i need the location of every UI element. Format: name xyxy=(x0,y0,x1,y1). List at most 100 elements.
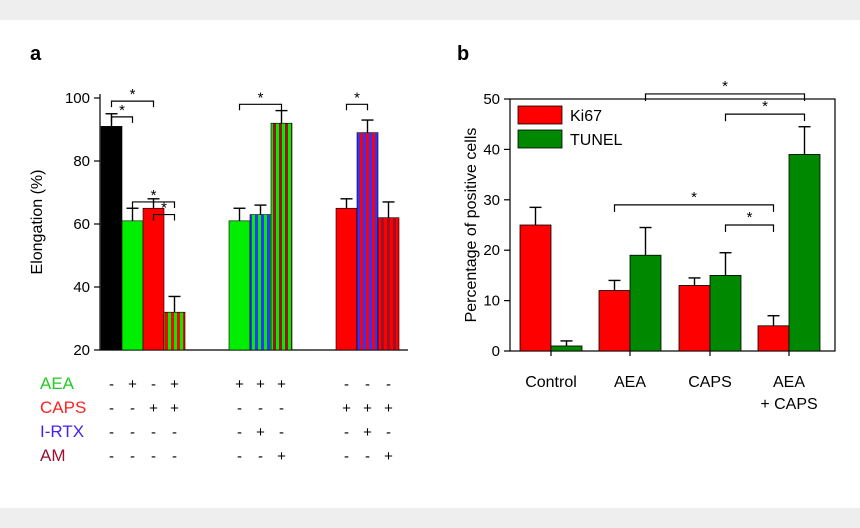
panel-a-sig-star-2: * xyxy=(151,187,157,204)
panel-a-bar-2-1 xyxy=(356,132,379,351)
panel-a-sign-3-7: - xyxy=(344,448,349,465)
panel-a-sig-bracket-4 xyxy=(238,103,283,111)
panel-a-treatment-label-3: AM xyxy=(40,446,66,465)
panel-b-sig-star-0: * xyxy=(691,189,697,206)
panel-a-sign-0-3: + xyxy=(170,376,179,393)
panel-a-ylabel: Elongation (%) xyxy=(29,170,46,275)
panel-a-sign-0-8: - xyxy=(365,376,370,393)
panel-b-ytick-label-5: 50 xyxy=(483,91,500,108)
panel-a-sign-1-2: + xyxy=(149,400,158,417)
panel-b-sig-bracket-3 xyxy=(724,113,806,122)
panel-b-category-label-0: Control xyxy=(525,374,577,391)
panel-a-sign-2-0: - xyxy=(109,424,114,441)
panel-a-treatment-label-0: AEA xyxy=(40,374,75,393)
panel-a-sign-2-8: + xyxy=(363,424,372,441)
panel-a-sign-3-9: + xyxy=(384,448,393,465)
panel-a-sig-bracket-5 xyxy=(345,103,369,111)
panel-a-sig-star-4: * xyxy=(258,89,264,106)
panel-a-sign-2-3: - xyxy=(172,424,177,441)
panel-a-sign-1-0: - xyxy=(109,400,114,417)
panel-a-sign-3-8: - xyxy=(365,448,370,465)
panel-a-sign-0-5: + xyxy=(256,376,265,393)
panel-b-label: b xyxy=(457,43,469,65)
panel-a-bar-2-0 xyxy=(335,207,358,351)
panel-b-sig-star-2: * xyxy=(722,78,728,95)
panel-a-sign-3-4: - xyxy=(237,448,242,465)
panel-a-sign-0-0: - xyxy=(109,376,114,393)
panel-a-sig-bracket-3 xyxy=(152,213,176,221)
panel-a-sig-star-1: * xyxy=(119,102,125,119)
panel-a-sign-1-1: - xyxy=(130,400,135,417)
panel-a-sign-2-4: - xyxy=(237,424,242,441)
panel-b-bar-tunel-0 xyxy=(550,345,583,352)
panel-a-bar-0-0 xyxy=(100,126,123,351)
panel-b-sig-star-1: * xyxy=(747,209,753,226)
panel-b-ytick-label-3: 30 xyxy=(483,192,500,209)
panel-a-ytick-label-1: 40 xyxy=(73,279,90,296)
panel-a-bar-0-1 xyxy=(121,220,144,351)
panel-a-sign-2-1: - xyxy=(130,424,135,441)
panel-a-sign-0-2: - xyxy=(151,376,156,393)
panel-a-sign-1-8: + xyxy=(363,400,372,417)
panel-b-plot: 0 10 20 30 40 50 Control AEA CAPS AEA + CAPS Ki67 TU… xyxy=(483,78,836,413)
panel-a-sign-0-4: + xyxy=(235,376,244,393)
bottom-band xyxy=(0,508,860,528)
panel-a-sign-3-0: - xyxy=(109,448,114,465)
panel-a-sig-bracket-2 xyxy=(131,201,176,208)
panel-b-bar-tunel-3 xyxy=(788,154,821,352)
panel-b-frame xyxy=(509,98,836,352)
panel-b-bar-ki67-2 xyxy=(678,285,711,352)
panel-a-sign-2-6: - xyxy=(279,424,284,441)
panel-b-sig-star-3: * xyxy=(762,98,768,115)
panel-a-bar-1-2 xyxy=(270,122,293,351)
panel-a-sign-3-3: - xyxy=(172,448,177,465)
panel-a-treatment-label-1: CAPS xyxy=(40,398,86,417)
panel-b-sig-bracket-2 xyxy=(644,93,806,101)
panel-a-bar-1-0 xyxy=(228,220,251,351)
panel-a-sign-1-6: - xyxy=(279,400,284,417)
panel-a-sign-3-5: - xyxy=(258,448,263,465)
panel-a-bar-0-2 xyxy=(142,207,165,351)
panel-a-sig-star-3: * xyxy=(161,200,167,217)
panel-a-sign-1-3: + xyxy=(170,400,179,417)
panel-a-ytick-label-2: 60 xyxy=(73,216,90,233)
panel-b-bar-ki67-0 xyxy=(519,224,552,352)
panel-b-ylabel: Percentage of positive cells xyxy=(463,128,480,323)
panel-a-sign-1-5: - xyxy=(258,400,263,417)
top-band xyxy=(0,0,860,20)
panel-a-sign-3-6: + xyxy=(277,448,286,465)
panel-b-category-label-1: AEA xyxy=(614,374,646,391)
panel-a-sign-2-7: - xyxy=(344,424,349,441)
panel-b-category-label-3: AEA xyxy=(773,374,805,391)
panel-a-sign-2-2: - xyxy=(151,424,156,441)
panel-b-category-label-3-line1: + CAPS xyxy=(760,396,817,413)
panel-a-sign-0-6: + xyxy=(277,376,286,393)
panel-a-ytick-label-0: 20 xyxy=(73,342,90,359)
panel-b-ytick-label-4: 40 xyxy=(483,141,500,158)
panel-a-sign-1-7: + xyxy=(342,400,351,417)
panel-b-ytick-label-1: 10 xyxy=(483,293,500,310)
panel-a-sign-2-5: + xyxy=(256,424,265,441)
panel-a-bar-2-2 xyxy=(377,217,400,351)
panel-a-ytick-label-4: 100 xyxy=(65,90,90,107)
panel-b-bar-ki67-1 xyxy=(598,290,631,352)
panel-b-legend-label-0: Ki67 xyxy=(570,108,602,125)
panel-b-sig-bracket-0 xyxy=(613,204,775,212)
panel-b-legend-swatch-0 xyxy=(517,105,563,125)
panel-a-treatment-label-2: I-RTX xyxy=(40,422,84,441)
panel-a-sig-bracket-0 xyxy=(110,100,155,108)
panel-b-legend-label-1: TUNEL xyxy=(570,132,623,149)
panel-b-ytick-label-2: 20 xyxy=(483,242,500,259)
panel-b-legend-swatch-1 xyxy=(517,129,563,149)
panel-b-bar-ki67-3 xyxy=(757,325,790,352)
panel-b-ytick-label-0: 0 xyxy=(492,343,500,360)
panel-a-sign-1-9: + xyxy=(384,400,393,417)
panel-b-sig-bracket-1 xyxy=(724,224,775,232)
panel-b-bar-tunel-2 xyxy=(709,274,742,352)
panel-b-bar-tunel-1 xyxy=(629,254,662,352)
panel-a-bar-0-3 xyxy=(163,311,186,351)
panel-a-sign-3-1: - xyxy=(130,448,135,465)
panel-a-sign-0-1: + xyxy=(128,376,137,393)
